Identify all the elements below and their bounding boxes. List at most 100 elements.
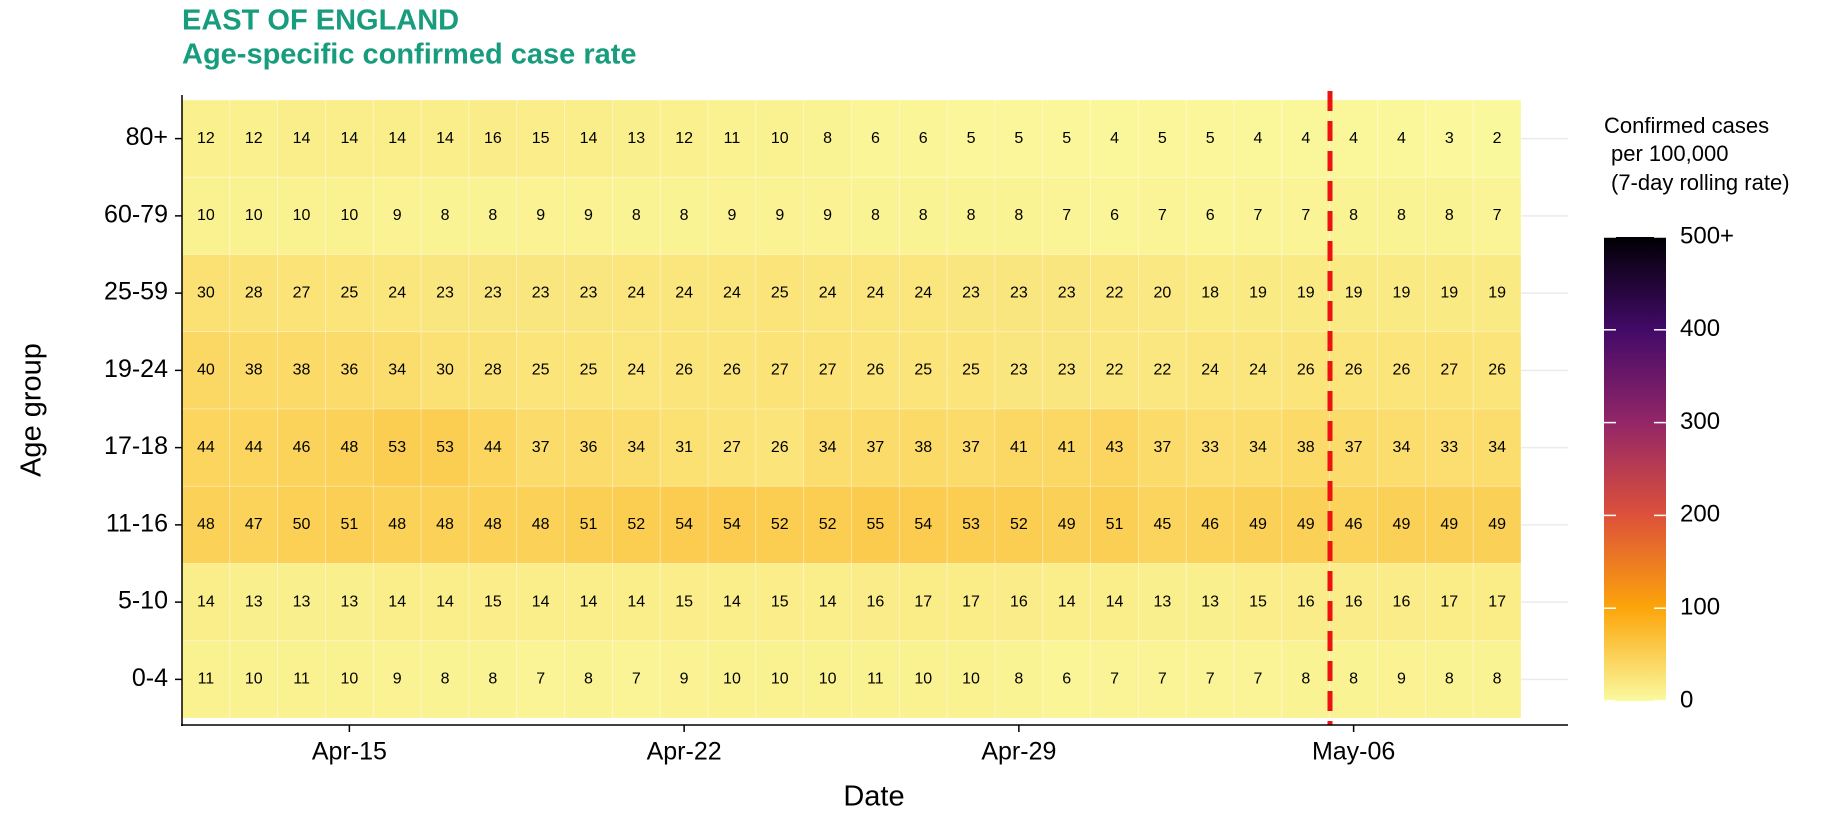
cell-label: 27 — [1440, 362, 1458, 379]
heatmap-cell — [898, 176, 948, 255]
cell-label: 26 — [1488, 362, 1506, 379]
heatmap-cell — [1233, 254, 1283, 333]
cell-label: 53 — [962, 516, 980, 533]
heatmap-cell — [372, 408, 422, 487]
heatmap-cell — [1138, 640, 1187, 719]
cell-label: 30 — [197, 284, 215, 301]
cell-label: 6 — [919, 130, 928, 147]
heatmap-cell — [1424, 176, 1474, 255]
labels: 80+ 12 12 14 14 14 14 16 15 14 13 12 11 10 8 6 6 5 5 5 4 5 5 4 4… — [104, 123, 1506, 765]
heatmap-cell — [755, 331, 805, 410]
heatmap-cell — [1185, 331, 1235, 410]
cell-label: 3 — [1445, 130, 1454, 147]
heatmap-cell — [611, 485, 661, 564]
cell-label: 55 — [867, 516, 885, 533]
cell-label: 37 — [1153, 439, 1171, 456]
cell-label: 23 — [532, 284, 550, 301]
heatmap-cell — [898, 640, 948, 719]
cell-label: 14 — [1058, 593, 1076, 610]
heatmap-cell — [803, 408, 852, 487]
heatmap-cell — [1472, 485, 1522, 564]
cell-label: 36 — [580, 439, 598, 456]
heatmap-cell — [325, 485, 374, 564]
cell-label: 22 — [1153, 362, 1171, 379]
heatmap-cell — [1138, 99, 1187, 178]
cell-label: 24 — [867, 284, 885, 301]
heatmap-cell — [659, 254, 709, 333]
heatmap-cell — [1472, 254, 1522, 333]
cell-label: 51 — [340, 516, 358, 533]
cell-label: 22 — [1106, 362, 1124, 379]
heatmap-cell — [898, 331, 948, 410]
heatmap-cell — [516, 563, 565, 642]
heatmap-cell — [707, 563, 757, 642]
cell-label: 24 — [1201, 362, 1219, 379]
heatmap-cell — [277, 408, 326, 487]
cell-label: 51 — [580, 516, 598, 533]
cell-label: 27 — [819, 362, 837, 379]
heatmap-cell — [1281, 408, 1331, 487]
heatmap-cell — [659, 563, 709, 642]
cell-label: 10 — [197, 207, 215, 224]
heatmap-cell — [420, 563, 470, 642]
heatmap-cell — [1329, 408, 1378, 487]
cell-label: 9 — [393, 671, 402, 688]
cell-label: 48 — [484, 516, 502, 533]
heatmap-cell — [707, 254, 757, 333]
heatmap-cell — [1138, 331, 1187, 410]
x-tick-label: Apr-22 — [647, 738, 722, 766]
cell-label: 5 — [1062, 130, 1071, 147]
heatmap-cell — [1233, 176, 1283, 255]
legend-title: Confirmed cases — [1604, 113, 1769, 138]
y-tick-label: 19-24 — [104, 355, 168, 383]
cell-label: 8 — [871, 207, 880, 224]
cell-label: 10 — [340, 207, 358, 224]
heatmap-cell — [516, 485, 565, 564]
heatmap-cell — [611, 408, 661, 487]
cell-label: 33 — [1440, 439, 1458, 456]
heatmap-cell — [659, 176, 709, 255]
cell-label: 54 — [675, 516, 693, 533]
cell-label: 24 — [1249, 362, 1267, 379]
cell-label: 37 — [962, 439, 980, 456]
heatmap-cell — [755, 640, 805, 719]
heatmap-cell — [994, 640, 1044, 719]
heatmap-cell — [898, 408, 948, 487]
cell-label: 25 — [771, 284, 789, 301]
heatmap-cell — [564, 485, 613, 564]
heatmap-cell — [707, 99, 757, 178]
heatmap-cell — [851, 254, 900, 333]
cell-label: 38 — [1297, 439, 1315, 456]
cell-label: 10 — [245, 207, 263, 224]
heatmap-cell — [946, 176, 996, 255]
cell-label: 14 — [580, 593, 598, 610]
cell-label: 15 — [484, 593, 502, 610]
heatmap-cell — [611, 640, 661, 719]
cell-label: 8 — [441, 671, 450, 688]
cell-label: 8 — [1397, 207, 1406, 224]
cell-label: 52 — [771, 516, 789, 533]
heatmap-cell — [1090, 99, 1139, 178]
heatmap-cell — [1377, 254, 1426, 333]
cell-label: 30 — [436, 362, 454, 379]
heatmap-cell — [420, 254, 470, 333]
cell-label: 8 — [1493, 671, 1502, 688]
heatmap-cell — [1138, 254, 1187, 333]
cell-label: 5 — [967, 130, 976, 147]
cell-label: 23 — [436, 284, 454, 301]
cell-label: 11 — [293, 671, 310, 688]
cell-label: 9 — [775, 207, 784, 224]
cell-label: 19 — [1440, 284, 1458, 301]
heatmap-cell — [229, 331, 279, 410]
cell-label: 10 — [914, 671, 932, 688]
heatmap-cell — [420, 485, 470, 564]
heatmap-cell — [1377, 331, 1426, 410]
heatmap-cell — [898, 485, 948, 564]
heatmap-cell — [707, 485, 757, 564]
heatmap-cell — [277, 254, 326, 333]
heatmap-cell — [1138, 408, 1187, 487]
cell-label: 13 — [1153, 593, 1171, 610]
cell-label: 54 — [723, 516, 741, 533]
y-tick-label: 25-59 — [104, 278, 168, 306]
heatmap-cell — [707, 640, 757, 719]
